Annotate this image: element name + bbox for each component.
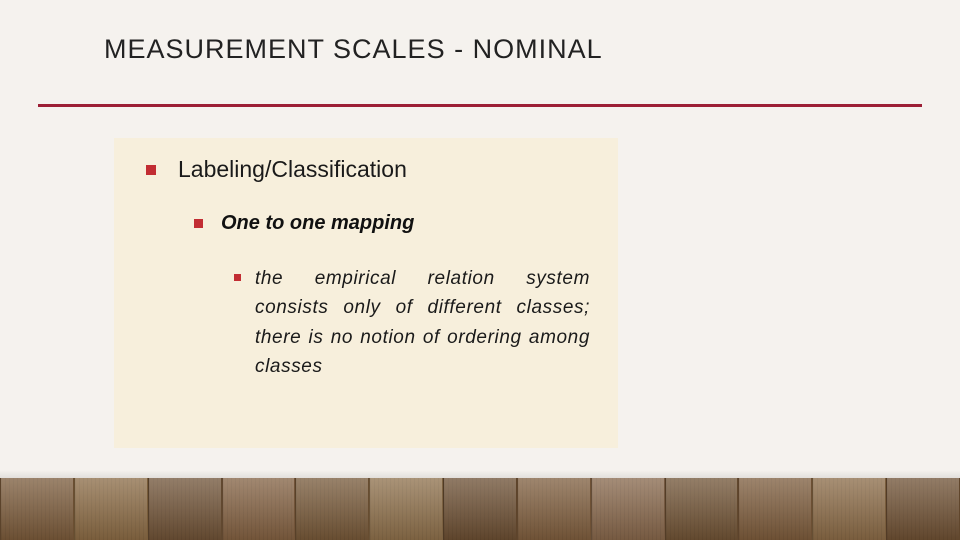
wood-plank <box>369 478 443 540</box>
wood-plank <box>0 478 74 540</box>
wood-plank <box>665 478 739 540</box>
wood-plank <box>295 478 369 540</box>
bullet-level-1: Labeling/Classification <box>146 156 407 183</box>
wood-floor <box>0 478 960 540</box>
bullet-level-3: the empirical relation system consists o… <box>234 264 590 382</box>
wood-plank <box>812 478 886 540</box>
level1-text: Labeling/Classification <box>178 156 407 183</box>
square-bullet-icon <box>194 219 203 228</box>
level3-text: the empirical relation system consists o… <box>255 264 590 382</box>
content-box: Labeling/Classification One to one mappi… <box>114 138 618 448</box>
wood-plank <box>222 478 296 540</box>
wood-plank <box>148 478 222 540</box>
square-bullet-icon <box>234 274 241 281</box>
floor-shadow <box>0 470 960 478</box>
wood-plank <box>443 478 517 540</box>
square-bullet-icon <box>146 165 156 175</box>
level2-text: One to one mapping <box>221 212 414 235</box>
wood-plank <box>591 478 665 540</box>
wood-plank <box>886 478 960 540</box>
wood-plank <box>517 478 591 540</box>
slide: MEASUREMENT SCALES - NOMINAL Labeling/Cl… <box>0 0 960 540</box>
slide-title: MEASUREMENT SCALES - NOMINAL <box>104 34 603 65</box>
title-divider <box>38 104 922 107</box>
wood-plank <box>74 478 148 540</box>
wood-plank <box>738 478 812 540</box>
bullet-level-2: One to one mapping <box>194 212 414 235</box>
